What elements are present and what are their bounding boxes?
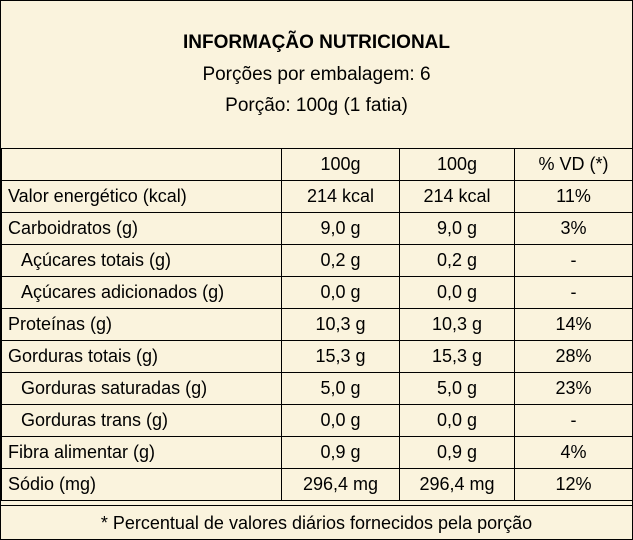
table-row: Sódio (mg) 296,4 mg 296,4 mg 12% <box>1 468 633 501</box>
nutrition-table-body: Valor energético (kcal) 214 kcal 214 kcal 1… <box>1 180 633 501</box>
nutrient-label: Carboidratos (g) <box>1 212 282 245</box>
nutrient-label: Sódio (mg) <box>1 468 282 501</box>
nutrient-value-100g-a: 0,0 g <box>281 276 400 309</box>
nutrient-value-100g-a: 5,0 g <box>281 372 400 405</box>
nutrient-label: Açúcares adicionados (g) <box>1 276 282 309</box>
nutrient-value-100g-a: 0,2 g <box>281 244 400 277</box>
servings-per-package: Porções por embalagem: 6 <box>202 64 431 85</box>
table-row: Valor energético (kcal) 214 kcal 214 kcal 1… <box>1 180 633 213</box>
column-header-100g-a: 100g <box>281 148 400 181</box>
serving-size: Porção: 100g (1 fatia) <box>225 95 408 116</box>
nutrient-value-100g-b: 5,0 g <box>399 372 515 405</box>
table-row: Gorduras saturadas (g) 5,0 g 5,0 g 23% <box>1 372 633 405</box>
nutrient-value-100g-a: 9,0 g <box>281 212 400 245</box>
nutrient-daily-value: 4% <box>514 436 633 469</box>
nutrient-daily-value: - <box>514 404 633 437</box>
nutrient-label: Gorduras totais (g) <box>1 340 282 373</box>
nutrient-value-100g-b: 15,3 g <box>399 340 515 373</box>
column-header-100g-b: 100g <box>399 148 515 181</box>
column-header-label <box>1 148 282 181</box>
nutrient-daily-value: 14% <box>514 308 633 341</box>
table-row: Gorduras trans (g) 0,0 g 0,0 g- <box>1 404 633 437</box>
nutrient-label: Fibra alimentar (g) <box>1 436 282 469</box>
nutrient-daily-value: 23% <box>514 372 633 405</box>
nutrient-label: Valor energético (kcal) <box>1 180 282 213</box>
nutrient-label: Gorduras saturadas (g) <box>1 372 282 405</box>
nutrient-daily-value: 12% <box>514 468 633 501</box>
table-row: Carboidratos (g) 9,0 g 9,0 g 3% <box>1 212 633 245</box>
nutrient-value-100g-b: 10,3 g <box>399 308 515 341</box>
nutrient-value-100g-b: 0,0 g <box>399 276 515 309</box>
nutrient-label: Açúcares totais (g) <box>1 244 282 277</box>
table-row: Proteínas (g) 10,3 g 10,3 g 14% <box>1 308 633 341</box>
nutrient-value-100g-b: 0,0 g <box>399 404 515 437</box>
nutrient-value-100g-a: 10,3 g <box>281 308 400 341</box>
nutrient-daily-value: - <box>514 244 633 277</box>
nutrient-daily-value: 3% <box>514 212 633 245</box>
nutrient-daily-value: 11% <box>514 180 633 213</box>
nutrient-value-100g-a: 15,3 g <box>281 340 400 373</box>
nutrition-header: INFORMAÇÃO NUTRICIONAL Porções por embal… <box>1 1 632 148</box>
nutrient-value-100g-b: 9,0 g <box>399 212 515 245</box>
nutrient-label: Gorduras trans (g) <box>1 404 282 437</box>
table-row: Fibra alimentar (g) 0,9 g 0,9 g 4% <box>1 436 633 469</box>
nutrient-value-100g-a: 296,4 mg <box>281 468 400 501</box>
table-row: Gorduras totais (g) 15,3 g 15,3 g 28% <box>1 340 633 373</box>
nutrient-value-100g-a: 0,0 g <box>281 404 400 437</box>
nutrient-daily-value: 28% <box>514 340 633 373</box>
nutrient-value-100g-b: 214 kcal <box>399 180 515 213</box>
nutrient-value-100g-b: 0,9 g <box>399 436 515 469</box>
table-row: Açúcares totais (g) 0,2 g 0,2 g- <box>1 244 633 277</box>
footnote: * Percentual de valores diários fornecid… <box>1 505 632 540</box>
nutrient-value-100g-b: 0,2 g <box>399 244 515 277</box>
nutrition-title: INFORMAÇÃO NUTRICIONAL <box>182 32 451 53</box>
nutrient-value-100g-a: 214 kcal <box>281 180 400 213</box>
table-header-row: 100g 100g % VD (*) <box>1 148 633 181</box>
nutrition-table: 100g 100g % VD (*) Valor energético (kca… <box>1 148 633 501</box>
nutrient-label: Proteínas (g) <box>1 308 282 341</box>
table-row: Açúcares adicionados (g) 0,0 g 0,0 g- <box>1 276 633 309</box>
nutrient-value-100g-a: 0,9 g <box>281 436 400 469</box>
nutrient-daily-value: - <box>514 276 633 309</box>
column-header-daily-value: % VD (*) <box>514 148 633 181</box>
nutrient-value-100g-b: 296,4 mg <box>399 468 515 501</box>
